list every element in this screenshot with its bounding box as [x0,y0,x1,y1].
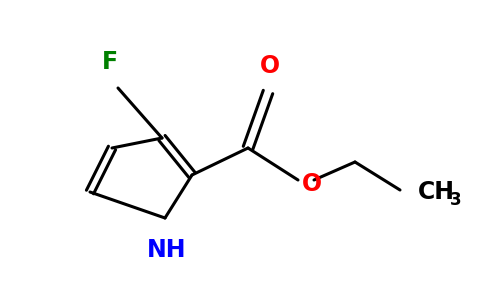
Text: 3: 3 [450,191,462,209]
Text: F: F [102,50,118,74]
Text: NH: NH [147,238,187,262]
Text: O: O [302,172,322,196]
Text: CH: CH [418,180,455,204]
Text: O: O [260,54,280,78]
